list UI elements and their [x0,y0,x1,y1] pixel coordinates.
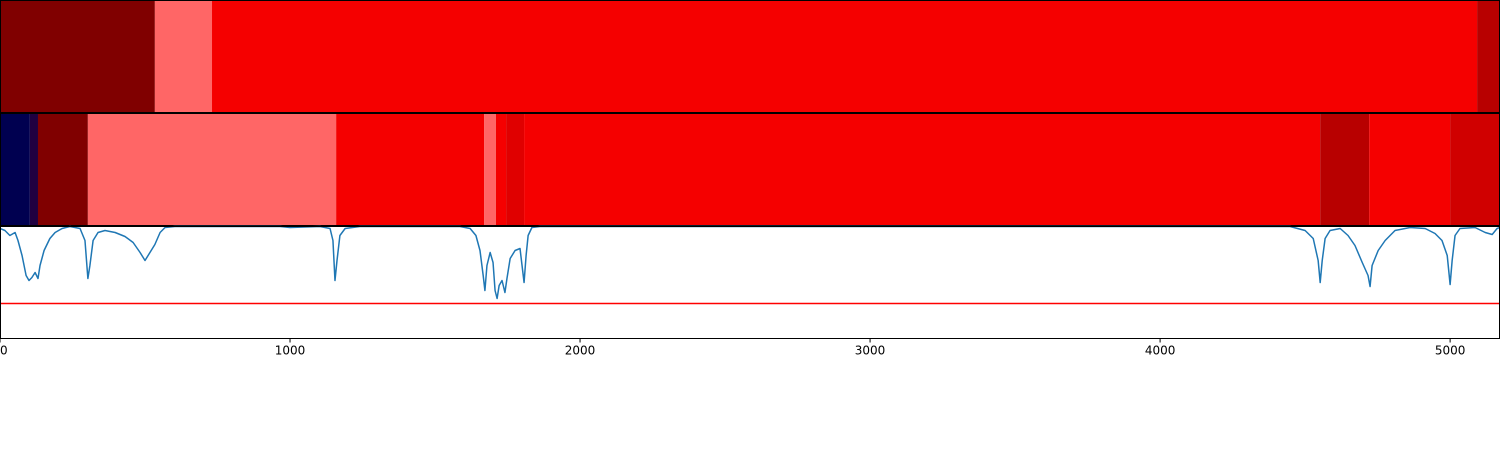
x-tick-label: 3000 [855,343,886,357]
x-tick-label: 2000 [565,343,596,357]
segment [212,0,1478,113]
x-tick-label: 1000 [275,343,306,357]
segment [506,113,525,226]
x-tick-label: 4000 [1145,343,1176,357]
segment [0,0,155,113]
segment [1320,113,1370,226]
segment [1369,113,1451,226]
axes-frame [0,226,1500,339]
x-tick-label: 0 [0,343,8,357]
segment [87,113,337,226]
segment [0,113,30,226]
data-line [0,225,1500,300]
segment [336,113,485,226]
segment [154,0,213,113]
segment [1450,113,1500,226]
segment [495,113,507,226]
segment [29,113,38,226]
x-tick-label: 5000 [1435,343,1466,357]
segment [1477,0,1500,113]
segment [524,113,1321,226]
segment [37,113,88,226]
segment [484,113,496,226]
